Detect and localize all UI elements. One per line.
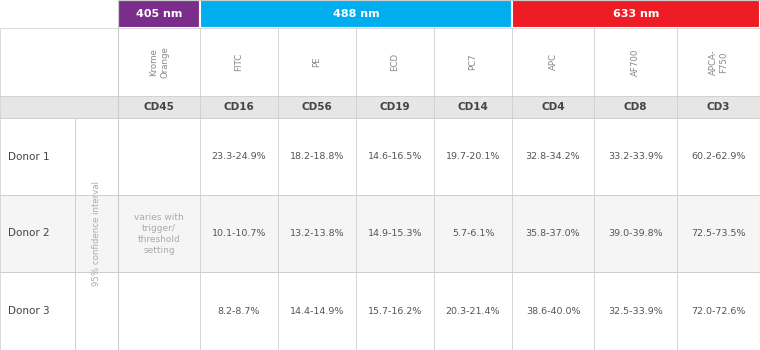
Text: ECD: ECD xyxy=(391,53,400,71)
Bar xyxy=(434,272,512,350)
Text: 20.3-21.4%: 20.3-21.4% xyxy=(446,307,500,315)
Bar xyxy=(200,28,278,96)
Text: CD8: CD8 xyxy=(624,102,648,112)
Bar xyxy=(594,96,677,118)
Text: 488 nm: 488 nm xyxy=(333,9,379,19)
Bar xyxy=(200,272,278,350)
Text: CD4: CD4 xyxy=(541,102,565,112)
Bar xyxy=(278,96,356,118)
Text: CD45: CD45 xyxy=(144,102,175,112)
Bar xyxy=(118,96,200,118)
Bar xyxy=(594,28,677,96)
Text: 14.6-16.5%: 14.6-16.5% xyxy=(368,152,423,161)
Bar xyxy=(356,272,434,350)
Bar xyxy=(118,0,200,28)
Bar xyxy=(512,118,594,195)
Bar xyxy=(0,195,75,272)
Bar xyxy=(118,28,200,96)
Bar xyxy=(434,96,512,118)
Text: PC7: PC7 xyxy=(468,54,477,70)
Text: 14.4-14.9%: 14.4-14.9% xyxy=(290,307,344,315)
Text: Donor 3: Donor 3 xyxy=(8,306,49,316)
Text: 33.2-33.9%: 33.2-33.9% xyxy=(608,152,663,161)
Bar xyxy=(0,0,118,350)
Bar xyxy=(0,118,75,195)
Bar xyxy=(677,195,760,272)
Text: CD14: CD14 xyxy=(458,102,489,112)
Text: Donor 1: Donor 1 xyxy=(8,152,49,161)
Text: APCA-
F750: APCA- F750 xyxy=(708,49,729,75)
Bar xyxy=(75,118,118,195)
Text: Krome
Orange: Krome Orange xyxy=(149,46,169,78)
Text: Donor 2: Donor 2 xyxy=(8,229,49,238)
Text: 32.8-34.2%: 32.8-34.2% xyxy=(526,152,581,161)
Text: 60.2-62.9%: 60.2-62.9% xyxy=(692,152,746,161)
Text: 39.0-39.8%: 39.0-39.8% xyxy=(608,229,663,238)
Bar xyxy=(200,195,278,272)
Bar xyxy=(512,28,594,96)
Text: 72.5-73.5%: 72.5-73.5% xyxy=(692,229,746,238)
Bar xyxy=(434,195,512,272)
Text: 5.7-6.1%: 5.7-6.1% xyxy=(451,229,494,238)
Text: 13.2-13.8%: 13.2-13.8% xyxy=(290,229,344,238)
Text: 32.5-33.9%: 32.5-33.9% xyxy=(608,307,663,315)
Bar xyxy=(677,272,760,350)
Bar xyxy=(356,195,434,272)
Bar xyxy=(512,272,594,350)
Bar xyxy=(118,118,200,195)
Bar xyxy=(278,195,356,272)
Bar xyxy=(278,118,356,195)
Text: 38.6-40.0%: 38.6-40.0% xyxy=(526,307,580,315)
Text: APC: APC xyxy=(549,54,558,70)
Bar xyxy=(594,272,677,350)
Bar xyxy=(512,0,760,28)
Bar xyxy=(200,118,278,195)
Bar xyxy=(512,195,594,272)
Bar xyxy=(118,195,200,272)
Bar xyxy=(118,272,200,350)
Text: AF700: AF700 xyxy=(631,48,640,76)
Bar xyxy=(0,96,118,118)
Bar xyxy=(200,96,278,118)
Bar xyxy=(118,0,760,350)
Bar xyxy=(677,28,760,96)
Text: 10.1-10.7%: 10.1-10.7% xyxy=(212,229,266,238)
Text: 8.2-8.7%: 8.2-8.7% xyxy=(218,307,260,315)
Bar xyxy=(0,28,118,96)
Text: 14.9-15.3%: 14.9-15.3% xyxy=(368,229,423,238)
Bar xyxy=(0,272,75,350)
Text: 72.0-72.6%: 72.0-72.6% xyxy=(692,307,746,315)
Text: CD56: CD56 xyxy=(302,102,332,112)
Bar xyxy=(75,195,118,272)
Bar xyxy=(0,0,118,28)
Bar xyxy=(434,28,512,96)
Text: 15.7-16.2%: 15.7-16.2% xyxy=(368,307,423,315)
Text: 18.2-18.8%: 18.2-18.8% xyxy=(290,152,344,161)
Text: 19.7-20.1%: 19.7-20.1% xyxy=(446,152,500,161)
Bar xyxy=(278,272,356,350)
Bar xyxy=(278,28,356,96)
Text: varies with
trigger/
threshold
setting: varies with trigger/ threshold setting xyxy=(134,213,184,255)
Bar xyxy=(677,96,760,118)
Bar xyxy=(356,118,434,195)
Bar xyxy=(75,272,118,350)
Bar xyxy=(594,195,677,272)
Text: PE: PE xyxy=(312,57,321,67)
Bar xyxy=(356,28,434,96)
Text: FITC: FITC xyxy=(235,53,243,71)
Bar xyxy=(594,118,677,195)
Bar xyxy=(512,96,594,118)
Bar xyxy=(200,0,512,28)
Text: 95% confidence interval: 95% confidence interval xyxy=(92,182,101,287)
Text: 35.8-37.0%: 35.8-37.0% xyxy=(526,229,581,238)
Text: CD3: CD3 xyxy=(707,102,730,112)
Bar xyxy=(356,96,434,118)
Text: 23.3-24.9%: 23.3-24.9% xyxy=(212,152,266,161)
Text: 633 nm: 633 nm xyxy=(613,9,659,19)
Text: CD16: CD16 xyxy=(223,102,255,112)
Bar xyxy=(434,118,512,195)
Text: CD19: CD19 xyxy=(380,102,410,112)
Text: 405 nm: 405 nm xyxy=(136,9,182,19)
Bar xyxy=(677,118,760,195)
